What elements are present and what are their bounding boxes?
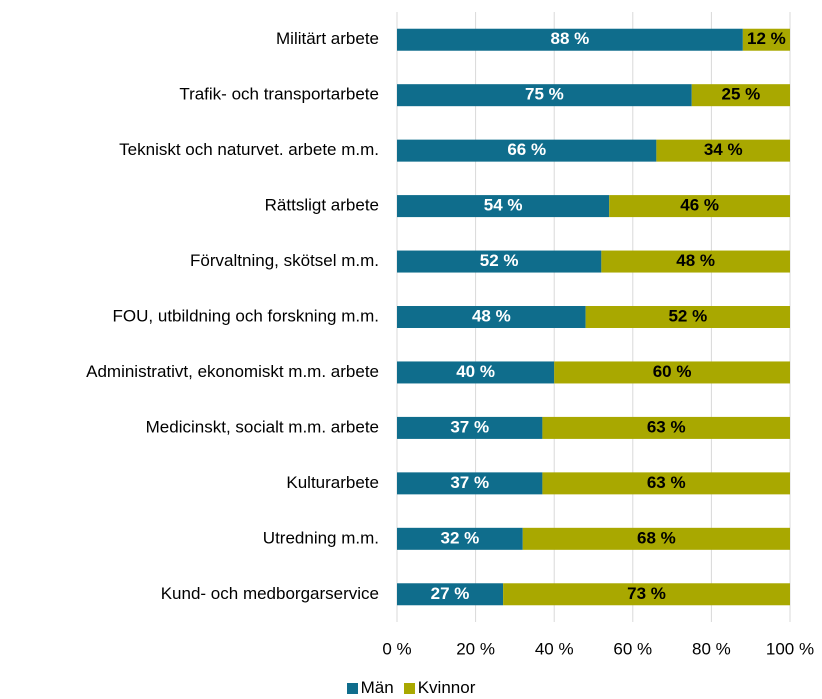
bar-segment-man xyxy=(397,583,504,606)
data-label: 37 % xyxy=(450,473,489,492)
bar-segment-man xyxy=(397,84,692,107)
data-label: 12 % xyxy=(747,29,786,48)
bar-segment-kvinnor xyxy=(601,250,790,273)
bar-segment-kvinnor xyxy=(609,195,790,218)
data-label: 27 % xyxy=(431,584,470,603)
data-label: 48 % xyxy=(472,306,511,325)
bar-segment-man xyxy=(397,472,543,495)
category-label: FOU, utbildning och forskning m.m. xyxy=(113,306,379,325)
bar-segment-kvinnor xyxy=(542,416,790,439)
x-tick-label: 80 % xyxy=(692,639,731,658)
data-label: 73 % xyxy=(627,584,666,603)
category-label: Kulturarbete xyxy=(286,473,379,492)
category-label: Medicinskt, socialt m.m. arbete xyxy=(146,417,379,436)
bar-segment-kvinnor xyxy=(542,472,790,495)
bar-segment-kvinnor xyxy=(742,28,790,51)
legend-item-man: Män xyxy=(346,678,394,698)
x-tick-label: 100 % xyxy=(766,639,814,658)
bar-segment-kvinnor xyxy=(522,527,790,550)
category-label: Trafik- och transportarbete xyxy=(179,85,379,104)
data-label: 52 % xyxy=(480,251,519,270)
bar-segment-man xyxy=(397,527,523,550)
data-label: 37 % xyxy=(450,417,489,436)
x-tick-label: 60 % xyxy=(613,639,652,658)
data-label: 48 % xyxy=(676,251,715,270)
legend-label-man: Män xyxy=(360,678,394,697)
data-label: 40 % xyxy=(456,362,495,381)
category-label: Kund- och medborgarservice xyxy=(161,584,379,603)
data-label: 32 % xyxy=(441,528,480,547)
bar-segment-man xyxy=(397,361,555,384)
bar-segment-man xyxy=(397,306,586,328)
bar-segment-man xyxy=(397,28,743,51)
data-label: 66 % xyxy=(507,140,546,159)
data-label: 88 % xyxy=(551,29,590,48)
data-label: 54 % xyxy=(484,196,523,215)
data-label: 68 % xyxy=(637,528,676,547)
legend-label-kvinnor: Kvinnor xyxy=(417,678,476,697)
legend-swatch-kvinnor xyxy=(403,682,415,694)
x-tick-label: 40 % xyxy=(535,639,574,658)
legend: Män Kvinnor xyxy=(0,678,822,698)
bar-segment-kvinnor xyxy=(656,139,790,162)
data-label: 63 % xyxy=(647,473,686,492)
data-label: 63 % xyxy=(647,417,686,436)
category-label: Tekniskt och naturvet. arbete m.m. xyxy=(119,140,379,159)
data-label: 60 % xyxy=(653,362,692,381)
category-label: Administrativt, ekonomiskt m.m. arbete xyxy=(86,362,379,381)
category-label: Förvaltning, skötsel m.m. xyxy=(190,251,379,270)
bar-segment-man xyxy=(397,250,602,273)
category-label: Utredning m.m. xyxy=(263,528,379,547)
data-label: 34 % xyxy=(704,140,743,159)
data-label: 52 % xyxy=(668,306,707,325)
data-label: 46 % xyxy=(680,196,719,215)
bar-segment-kvinnor xyxy=(554,361,790,384)
bar-segment-man xyxy=(397,139,657,162)
legend-swatch-man xyxy=(346,682,358,694)
bar-segment-man xyxy=(397,416,543,439)
legend-item-kvinnor: Kvinnor xyxy=(403,678,476,698)
bar-segment-kvinnor xyxy=(585,306,790,328)
bar-segment-man xyxy=(397,195,610,218)
x-tick-label: 20 % xyxy=(456,639,495,658)
bar-segment-kvinnor xyxy=(503,583,790,606)
x-tick-label: 0 % xyxy=(382,639,411,658)
data-label: 75 % xyxy=(525,85,564,104)
category-label: Militärt arbete xyxy=(276,29,379,48)
category-label: Rättsligt arbete xyxy=(265,196,379,215)
data-label: 25 % xyxy=(722,85,761,104)
bar-segment-kvinnor xyxy=(691,84,790,107)
